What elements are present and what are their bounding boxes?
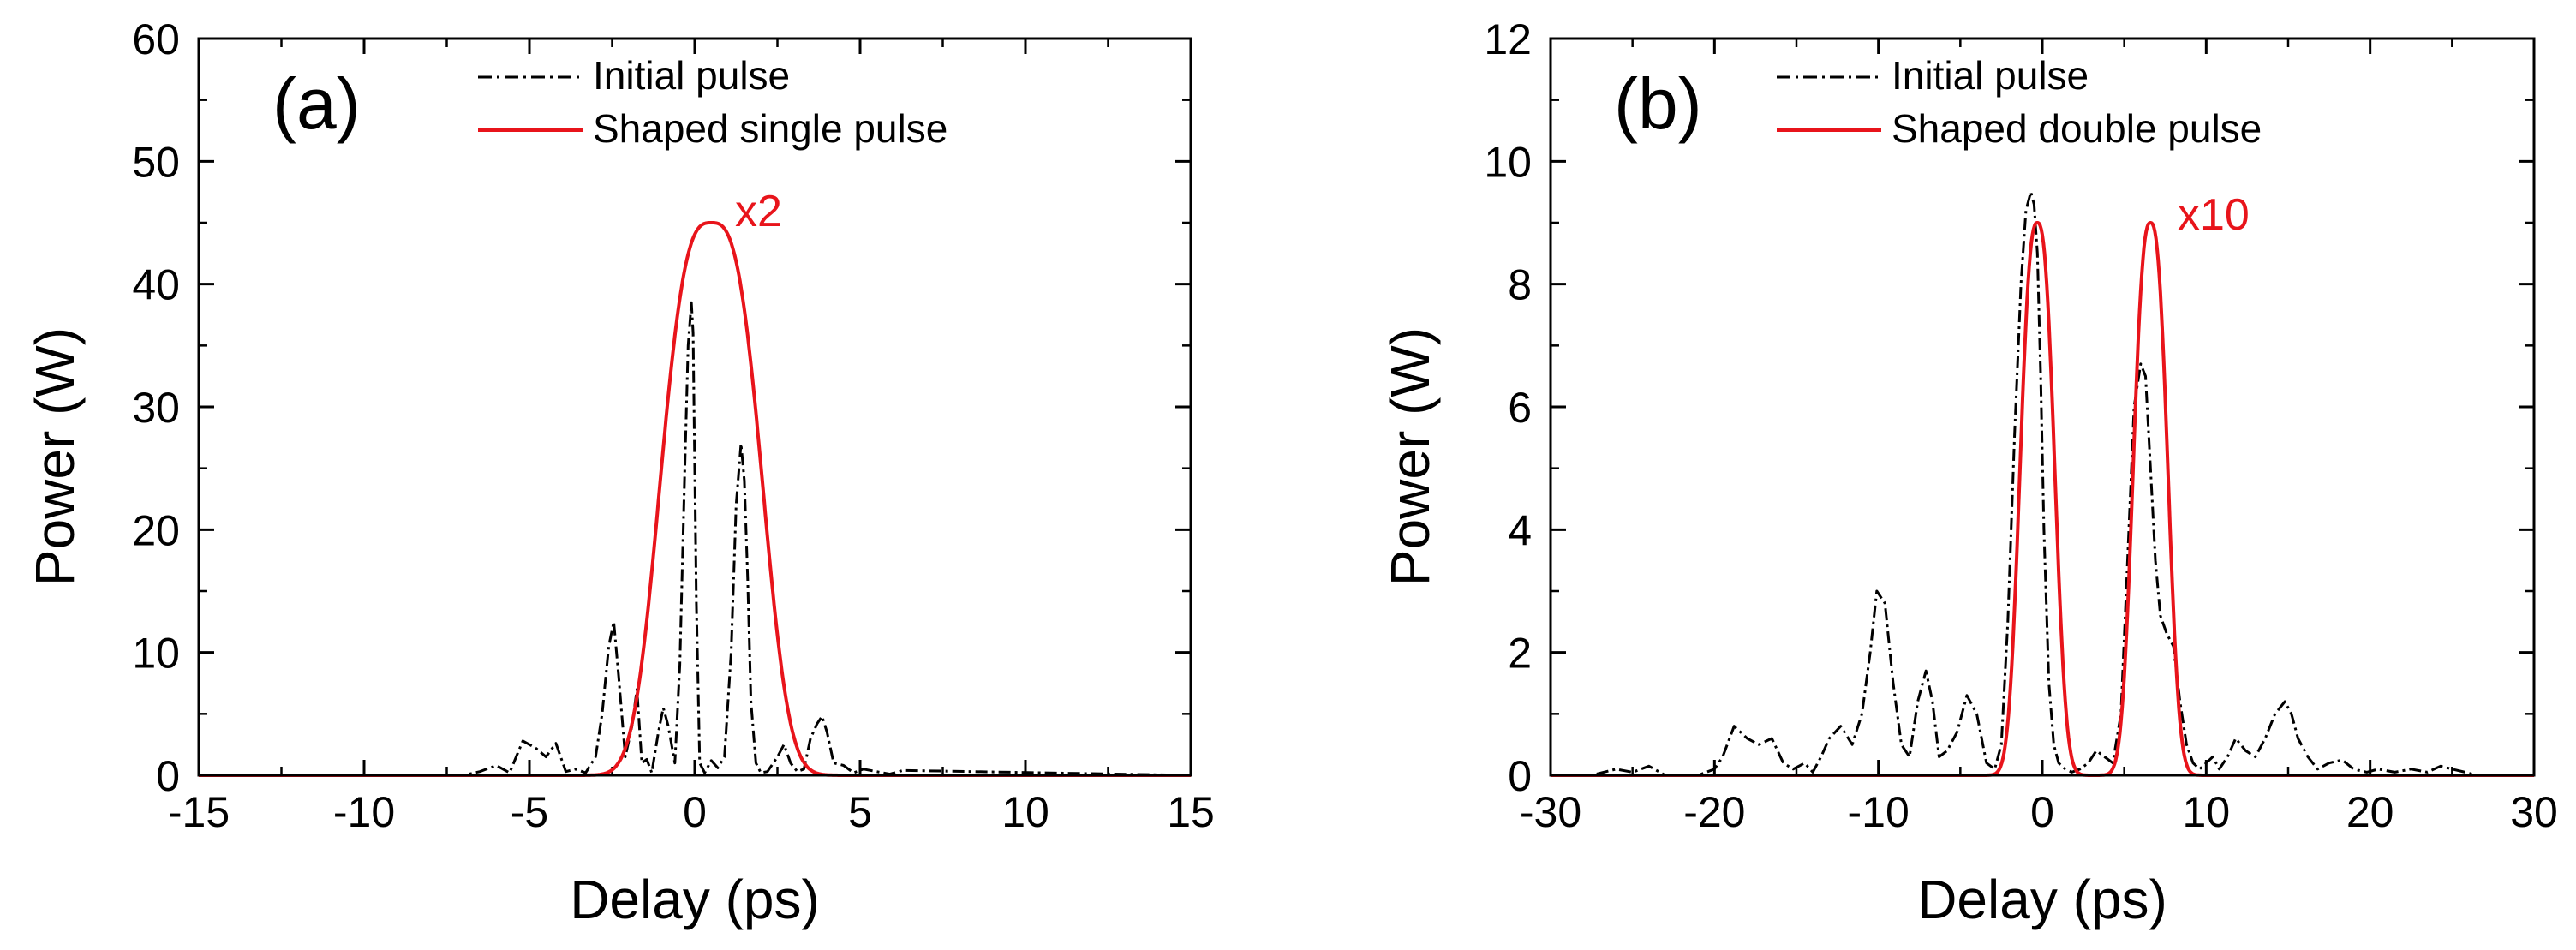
x-tick-label: 0	[683, 788, 707, 836]
panel-b-legend-shaped-label: Shaped double pulse	[1892, 106, 2262, 151]
y-tick-label: 50	[132, 138, 180, 186]
panel-a-y-axis-title: Power (W)	[24, 327, 86, 586]
panel-a-plot-frame	[197, 37, 1192, 777]
y-tick-label: 12	[1484, 15, 1532, 63]
panel-a-legend-initial-label: Initial pulse	[593, 53, 790, 98]
panel-b-legend: Initial pulse Shaped double pulse	[1777, 53, 2262, 151]
panel-a-tick-labels: -15 -10 -5 0 5 10 15 0 10 20 30 40 50 60	[132, 15, 1214, 836]
x-tick-label: -10	[1848, 788, 1910, 836]
y-tick-label: 2	[1508, 630, 1532, 678]
x-tick-label: 30	[2510, 788, 2558, 836]
y-tick-label: 10	[132, 630, 180, 678]
panel-b-y-axis-title: Power (W)	[1379, 327, 1441, 586]
y-tick-label: 10	[1484, 138, 1532, 186]
y-tick-label: 20	[132, 506, 180, 554]
y-tick-label: 6	[1508, 384, 1532, 432]
x-tick-label: 15	[1167, 788, 1215, 836]
y-tick-label: 0	[156, 752, 180, 800]
panel-b-scale-annotation: x10	[2178, 190, 2250, 240]
x-tick-label: -5	[511, 788, 548, 836]
x-tick-label: -15	[168, 788, 230, 836]
panel-b-legend-initial-label: Initial pulse	[1892, 53, 2089, 98]
panel-b-tick-labels: -30 -20 -10 0 10 20 30 0 2 4 6 8 10 12	[1484, 15, 2557, 836]
y-tick-label: 0	[1508, 752, 1532, 800]
panel-b-label: (b)	[1614, 63, 1702, 144]
x-tick-label: 10	[2183, 788, 2231, 836]
panel-a-label: (a)	[272, 63, 361, 144]
x-tick-label: -20	[1683, 788, 1745, 836]
y-tick-label: 4	[1508, 506, 1532, 554]
x-tick-label: 0	[2030, 788, 2054, 836]
y-tick-label: 30	[132, 384, 180, 432]
panel-a-legend: Initial pulse Shaped single pulse	[478, 53, 947, 151]
panel-b: -30 -20 -10 0 10 20 30 0 2 4 6 8 10 12 (b) Initial pu…	[1379, 15, 2558, 930]
initial-pulse-line	[199, 301, 1192, 777]
initial-pulse-line	[1551, 190, 2534, 777]
x-tick-label: 20	[2346, 788, 2394, 836]
x-tick-label: 10	[1001, 788, 1049, 836]
panel-a-scale-annotation: x2	[735, 187, 782, 236]
x-tick-label: -10	[333, 788, 395, 836]
panel-a-legend-shaped-label: Shaped single pulse	[593, 106, 947, 151]
y-tick-label: 8	[1508, 261, 1532, 309]
x-tick-label: 5	[848, 788, 872, 836]
panel-b-x-axis-title: Delay (ps)	[1917, 869, 2167, 930]
panel-b-plot-frame	[1549, 37, 2536, 777]
panel-a-x-axis-title: Delay (ps)	[570, 869, 820, 930]
x-tick-label: -30	[1520, 788, 1581, 836]
y-tick-label: 60	[132, 15, 180, 63]
panel-a: -15 -10 -5 0 5 10 15 0 10 20 30 40 50 60 (a) Initial …	[24, 15, 1215, 930]
y-tick-label: 40	[132, 261, 180, 309]
